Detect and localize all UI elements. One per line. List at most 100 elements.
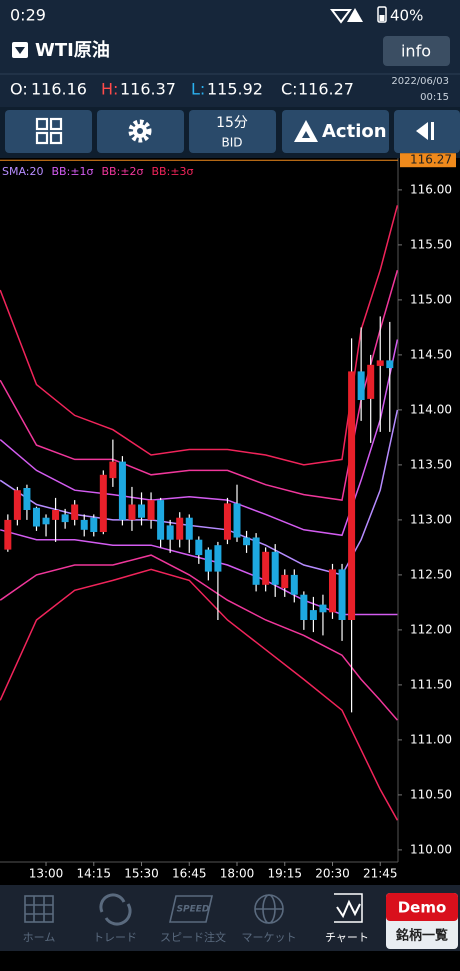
interval-button[interactable] bbox=[189, 110, 276, 153]
candle-body bbox=[147, 500, 155, 520]
nav-bar bbox=[0, 951, 460, 971]
chart-tab-icon bbox=[334, 893, 363, 923]
y-tick-label: 115.00 bbox=[410, 292, 452, 306]
action-icon-inner bbox=[302, 131, 310, 138]
candle-body bbox=[195, 539, 203, 556]
candle-body bbox=[223, 503, 231, 540]
candle-body bbox=[128, 504, 136, 520]
x-tick-label: 21:45 bbox=[363, 867, 398, 881]
time: 00:15 bbox=[420, 92, 449, 103]
candle-body bbox=[118, 461, 126, 520]
signal-icon bbox=[347, 8, 363, 22]
y-tick-label: 116.00 bbox=[410, 182, 452, 196]
candle-body bbox=[243, 537, 251, 546]
chart: 110.00 110.50 111.00 111.50 112.00 112.50 113.… bbox=[0, 153, 456, 881]
y-tick-label: 110.50 bbox=[410, 787, 452, 801]
action-button[interactable] bbox=[282, 110, 389, 153]
candle-body bbox=[157, 500, 165, 540]
tab-label[interactable]: ホーム bbox=[23, 931, 56, 944]
candle-body bbox=[367, 364, 375, 399]
legend-entry: BB:±1σ bbox=[52, 165, 94, 178]
candle-body bbox=[233, 503, 241, 538]
candle-body bbox=[328, 569, 336, 613]
candle-body bbox=[99, 474, 107, 532]
legend-entry: SMA:20 bbox=[2, 165, 44, 178]
open-label: O: bbox=[10, 80, 28, 99]
candle-body bbox=[204, 549, 212, 572]
x-tick-label: 16:45 bbox=[172, 867, 207, 881]
gear-teeth bbox=[128, 119, 152, 143]
candle-body bbox=[166, 525, 174, 540]
candle-body bbox=[138, 504, 146, 518]
candle-body bbox=[4, 519, 12, 550]
candle-body bbox=[109, 461, 117, 479]
candle-body bbox=[348, 371, 356, 620]
candle-body bbox=[338, 569, 346, 620]
battery-percent: 40% bbox=[390, 7, 423, 25]
candle-body bbox=[309, 610, 317, 620]
current-price-tag bbox=[400, 153, 456, 168]
list-label: 銘柄一覧 bbox=[396, 928, 448, 944]
current-price-label: 116.27 bbox=[410, 153, 452, 167]
interval-label: 15分 bbox=[216, 115, 248, 131]
tab-label[interactable]: トレード bbox=[93, 931, 137, 944]
y-tick-label: 110.00 bbox=[410, 842, 452, 856]
candle-body bbox=[300, 594, 308, 620]
x-tick-label: 19:15 bbox=[267, 867, 302, 881]
info-label: info bbox=[401, 42, 431, 61]
candle-body bbox=[376, 360, 384, 366]
candle-body bbox=[214, 545, 222, 572]
tab-label[interactable]: スピード注文 bbox=[160, 930, 226, 944]
tab-label[interactable]: チャート bbox=[325, 931, 369, 944]
y-tick-label: 113.50 bbox=[410, 457, 452, 471]
candle-body bbox=[61, 514, 69, 523]
candle-body bbox=[386, 360, 394, 369]
y-tick-label: 113.00 bbox=[410, 512, 452, 526]
y-tick-label: 112.50 bbox=[410, 567, 452, 581]
candle-body bbox=[42, 517, 50, 525]
tab-label[interactable]: マーケット bbox=[242, 931, 297, 944]
y-tick-label: 115.50 bbox=[410, 237, 452, 251]
high-label: H: bbox=[101, 80, 118, 99]
toggle-bar bbox=[431, 122, 434, 140]
indicator-line bbox=[0, 529, 398, 616]
candle-body bbox=[80, 519, 88, 530]
candle-body bbox=[71, 504, 79, 520]
demo-label: Demo bbox=[398, 899, 447, 917]
x-tick-label: 15:30 bbox=[124, 867, 159, 881]
chart-tab-line bbox=[336, 899, 361, 919]
candle-body bbox=[32, 507, 40, 527]
open-value: 116.16 bbox=[31, 80, 87, 99]
wifi-icon bbox=[330, 9, 352, 24]
candle-body bbox=[90, 517, 98, 532]
low-value: 115.92 bbox=[207, 80, 263, 99]
y-tick-label: 111.50 bbox=[410, 677, 452, 691]
gear-hole bbox=[137, 128, 143, 134]
y-tick-label: 112.00 bbox=[410, 622, 452, 636]
indicator-line bbox=[0, 568, 398, 821]
battery-icon bbox=[377, 6, 387, 23]
indicator-line bbox=[0, 554, 398, 721]
dropdown-arrow bbox=[15, 47, 25, 54]
legend-entry: BB:±2σ bbox=[102, 165, 144, 178]
close-label: C: bbox=[281, 80, 298, 99]
candle-body bbox=[176, 517, 184, 540]
candle-body bbox=[52, 510, 60, 520]
speed-icon-label: SPEED bbox=[177, 905, 210, 915]
close-value: 116.27 bbox=[298, 80, 354, 99]
candle-body bbox=[185, 517, 193, 540]
candle-body bbox=[23, 488, 31, 510]
grid-icon bbox=[35, 117, 63, 145]
candle-body bbox=[252, 537, 260, 585]
x-tick-label: 20:30 bbox=[315, 867, 350, 881]
info-button[interactable] bbox=[383, 36, 450, 66]
high-value: 116.37 bbox=[120, 80, 176, 99]
candle-body bbox=[319, 604, 327, 613]
x-tick-label: 18:00 bbox=[220, 867, 255, 881]
x-tick-label: 13:00 bbox=[29, 867, 64, 881]
low-label: L: bbox=[191, 80, 205, 99]
demo-badge bbox=[386, 893, 458, 921]
battery-level bbox=[379, 15, 385, 21]
layout-button[interactable] bbox=[5, 110, 92, 153]
